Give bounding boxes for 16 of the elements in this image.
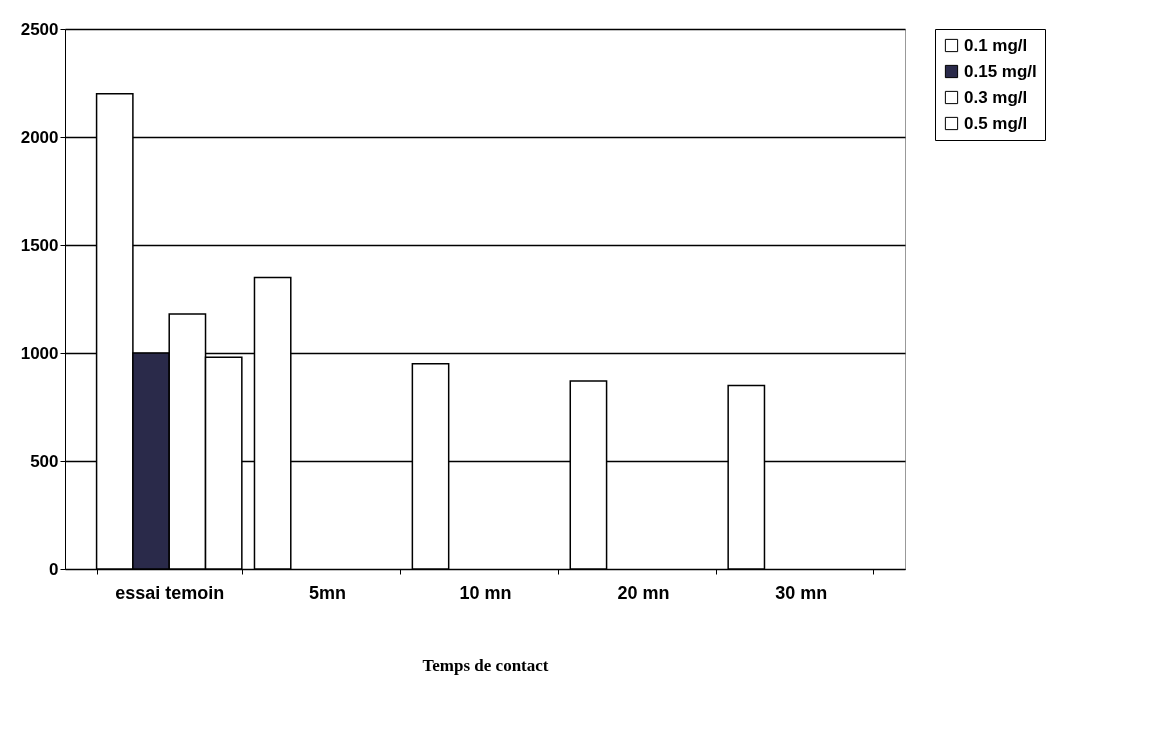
legend-label: 0.15 mg/l — [964, 61, 1037, 81]
legend-label: 0.3 mg/l — [964, 87, 1028, 107]
x-tick-label: 10 mn — [459, 582, 512, 603]
y-tick-label: 1500 — [20, 235, 59, 255]
x-tick-label: 30 mn — [775, 582, 828, 603]
x-tick-label: 20 mn — [617, 582, 670, 603]
x-axis-title: Temps de contact — [422, 655, 549, 675]
y-tick-label: 1000 — [20, 343, 59, 363]
x-tick-label: essai temoin — [115, 582, 225, 603]
legend-label: 0.1 mg/l — [964, 35, 1028, 55]
legend-label: 0.5 mg/l — [964, 113, 1028, 133]
y-tick-label: 2000 — [20, 127, 59, 147]
y-tick-label: 500 — [30, 451, 59, 471]
y-tick-label: 0 — [49, 559, 59, 579]
y-tick-label: 2500 — [20, 19, 59, 39]
x-tick-label: 5mn — [309, 582, 347, 603]
